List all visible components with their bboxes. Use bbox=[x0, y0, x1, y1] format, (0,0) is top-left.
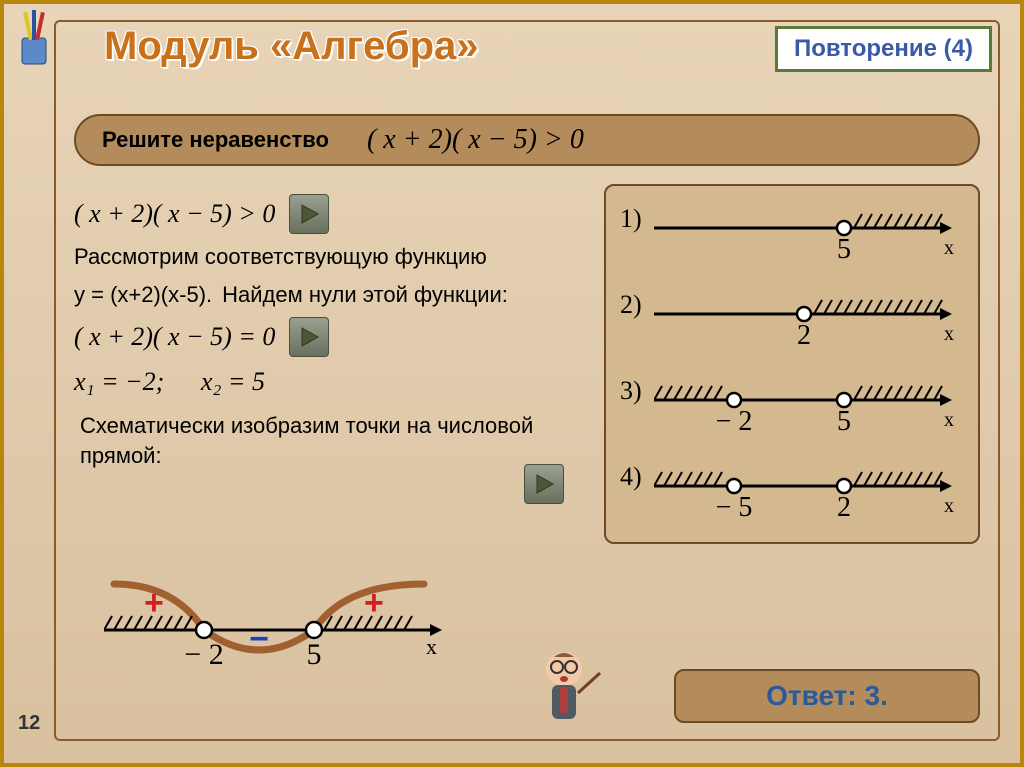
svg-text:5: 5 bbox=[837, 234, 851, 265]
option-row-1[interactable]: 1) 5 x bbox=[620, 204, 966, 284]
answer-options-panel: 1) 5 x 2) 2 x 3) − 2 5 x 4) − 5 2 x bbox=[604, 184, 980, 544]
svg-text:x: x bbox=[944, 323, 954, 345]
svg-text:− 2: − 2 bbox=[716, 406, 753, 437]
problem-formula: ( x + 2)( x − 5) > 0 bbox=[367, 124, 584, 156]
step-formula-1: ( x + 2)( x − 5) > 0 bbox=[74, 199, 275, 229]
step-formula-4: ( x + 2)( x − 5) = 0 bbox=[74, 322, 275, 352]
option-axis: − 5 2 x bbox=[654, 462, 966, 532]
play-button-3[interactable] bbox=[524, 464, 564, 504]
svg-text:x: x bbox=[426, 634, 437, 659]
option-axis: 2 x bbox=[654, 290, 966, 360]
svg-text:2: 2 bbox=[837, 492, 851, 523]
problem-label: Решите неравенство bbox=[102, 127, 329, 153]
slide: Модуль «Алгебра» Повторение (4) Решите н… bbox=[0, 0, 1024, 767]
svg-text:5: 5 bbox=[307, 638, 322, 671]
solution-steps: ( x + 2)( x − 5) > 0 Рассмотрим соответс… bbox=[74, 194, 574, 479]
slide-number: 12 bbox=[18, 712, 40, 735]
teacher-icon bbox=[524, 643, 604, 733]
root-x1: x₁ = −2; bbox=[74, 367, 164, 396]
step-text-3a: y = (x+2)(x-5). bbox=[74, 280, 212, 310]
answer-text: Ответ: 3. bbox=[766, 680, 888, 712]
option-axis: − 2 5 x bbox=[654, 376, 966, 446]
svg-text:x: x bbox=[944, 237, 954, 259]
pencil-cup-icon bbox=[12, 10, 56, 68]
svg-text:− 5: − 5 bbox=[716, 492, 753, 523]
root-x2: x₂ = 5 bbox=[201, 367, 265, 396]
option-number: 4) bbox=[620, 462, 646, 492]
option-row-3[interactable]: 3) − 2 5 x bbox=[620, 376, 966, 456]
play-button-1[interactable] bbox=[289, 194, 329, 234]
svg-text:− 2: − 2 bbox=[184, 638, 223, 671]
option-number: 3) bbox=[620, 376, 646, 406]
option-row-2[interactable]: 2) 2 x bbox=[620, 290, 966, 370]
svg-text:5: 5 bbox=[837, 406, 851, 437]
svg-text:+: + bbox=[364, 584, 384, 622]
option-number: 1) bbox=[620, 204, 646, 234]
page-title: Модуль «Алгебра» bbox=[104, 24, 479, 69]
step-text-3b: Найдем нули этой функции: bbox=[222, 280, 508, 310]
answer-box: Ответ: 3. bbox=[674, 669, 980, 723]
option-axis: 5 x bbox=[654, 204, 966, 274]
svg-text:x: x bbox=[944, 495, 954, 517]
option-number: 2) bbox=[620, 290, 646, 320]
step-text-6: Схематически изобразим точки на числовой… bbox=[74, 411, 574, 470]
problem-bar: Решите неравенство ( x + 2)( x − 5) > 0 bbox=[74, 114, 980, 166]
svg-text:+: + bbox=[144, 584, 164, 622]
step-text-2: Рассмотрим соответствующую функцию bbox=[74, 242, 574, 272]
play-button-2[interactable] bbox=[289, 317, 329, 357]
svg-text:−: − bbox=[249, 620, 269, 658]
option-row-4[interactable]: 4) − 5 2 x bbox=[620, 462, 966, 542]
schematic-diagram: − 2 5 + + − x bbox=[104, 564, 464, 684]
svg-text:x: x bbox=[944, 409, 954, 431]
repetition-badge: Повторение (4) bbox=[775, 26, 992, 72]
svg-text:2: 2 bbox=[797, 320, 811, 351]
